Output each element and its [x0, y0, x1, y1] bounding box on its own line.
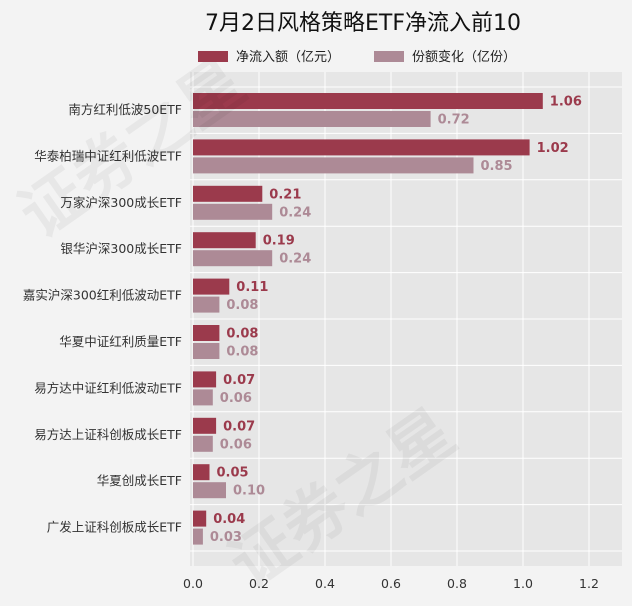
value-labels: 1.06 0.72 1.02 0.85 0.21 0.24 0.19 0.24 0.11 0.08… — [210, 95, 582, 546]
value-label-share-change: 0.72 — [438, 113, 470, 128]
bar-share-change — [193, 343, 220, 359]
bar-share-change — [193, 435, 213, 452]
value-label-inflow: 1.06 — [550, 95, 582, 110]
bar-share-change — [193, 203, 273, 220]
bar-inflow — [193, 139, 530, 156]
category-label: 嘉实沪深300红利低波动ETF — [23, 288, 182, 303]
category-labels: 南方红利低波50ETF 华泰柏瑞中证红利低波ETF 万家沪深300成长ETF 银华沪深… — [23, 102, 182, 535]
chart-title: 7月2日风格策略ETF净流入前10 — [205, 11, 521, 36]
category-label: 万家沪深300成长ETF — [60, 195, 182, 210]
value-label-share-change: 0.03 — [210, 530, 242, 545]
x-tick-label: 0.6 — [381, 576, 401, 591]
bar-inflow — [193, 510, 207, 527]
bar-inflow — [193, 278, 230, 295]
legend-label-inflow: 净流入额（亿元） — [236, 50, 340, 65]
value-label-inflow: 0.07 — [223, 419, 255, 434]
category-label: 易方达上证科创板成长ETF — [34, 427, 182, 442]
value-label-inflow: 1.02 — [537, 141, 569, 156]
category-label: 易方达中证红利低波动ETF — [34, 380, 182, 395]
value-label-share-change: 0.24 — [279, 252, 311, 267]
bar-inflow — [193, 93, 543, 109]
x-tick-label: 0.4 — [315, 576, 335, 591]
category-label: 银华沪深300成长ETF — [60, 241, 182, 256]
x-axis-ticks: 0.0 0.2 0.4 0.6 0.8 1.0 1.2 — [183, 576, 599, 591]
bar-share-change — [193, 157, 474, 174]
bar-share-change — [193, 111, 431, 127]
bar-share-change — [193, 389, 213, 406]
category-label: 华夏中证红利质量ETF — [59, 334, 182, 349]
legend-swatch-inflow — [198, 51, 228, 62]
legend-label-share-change: 份额变化（亿份） — [412, 49, 516, 65]
x-tick-label: 0.0 — [183, 576, 203, 591]
value-label-share-change: 0.08 — [226, 345, 258, 360]
bar-inflow — [193, 417, 217, 434]
bar-share-change — [193, 528, 203, 545]
x-tick-label: 0.8 — [447, 576, 467, 591]
bar-share-change — [193, 250, 273, 267]
bar-inflow — [193, 371, 217, 388]
value-label-inflow: 0.05 — [217, 466, 249, 481]
x-tick-label: 1.2 — [579, 576, 599, 591]
value-label-share-change: 0.10 — [233, 484, 265, 499]
value-label-inflow: 0.04 — [213, 512, 245, 527]
value-label-share-change: 0.06 — [220, 437, 252, 452]
legend-swatch-share-change — [374, 51, 404, 62]
bar-share-change — [193, 296, 220, 313]
value-label-share-change: 0.24 — [279, 205, 311, 220]
bar-share-change — [193, 482, 226, 499]
category-label: 华夏创成长ETF — [97, 473, 182, 488]
category-label: 华泰柏瑞中证红利低波ETF — [34, 148, 182, 163]
value-label-share-change: 0.06 — [220, 391, 252, 406]
value-label-inflow: 0.19 — [263, 234, 295, 249]
value-label-inflow: 0.21 — [269, 187, 301, 202]
bar-inflow — [193, 464, 210, 481]
value-label-share-change: 0.08 — [226, 298, 258, 313]
value-label-share-change: 0.85 — [481, 159, 513, 174]
bars — [193, 93, 543, 545]
bar-inflow — [193, 232, 256, 249]
bar-inflow — [193, 325, 220, 341]
category-label: 广发上证科创板成长ETF — [47, 520, 182, 535]
value-label-inflow: 0.08 — [226, 327, 258, 342]
value-label-inflow: 0.11 — [236, 280, 268, 295]
category-label: 南方红利低波50ETF — [68, 102, 182, 117]
x-tick-label: 1.0 — [513, 576, 533, 591]
x-tick-label: 0.2 — [249, 576, 269, 591]
value-label-inflow: 0.07 — [223, 373, 255, 388]
bar-inflow — [193, 185, 263, 202]
legend: 净流入额（亿元） 份额变化（亿份） — [198, 49, 516, 65]
